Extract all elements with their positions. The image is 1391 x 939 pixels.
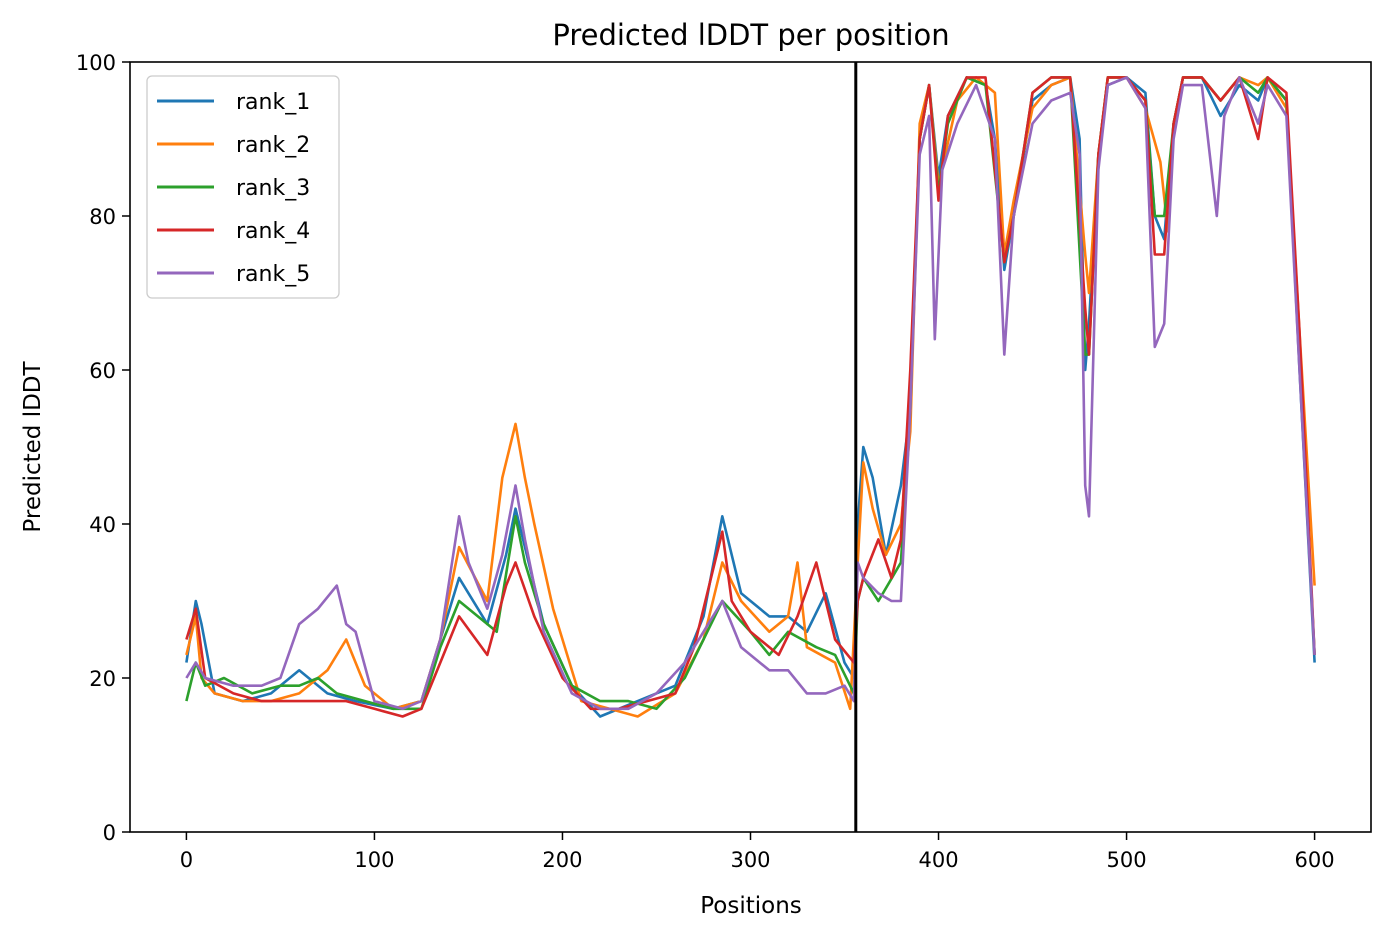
series-line-rank-1 xyxy=(185,76,1316,718)
x-tick-label: 600 xyxy=(1295,848,1335,872)
y-tick-label: 60 xyxy=(89,359,116,383)
x-tick-label: 100 xyxy=(354,848,394,872)
x-tick-label: 200 xyxy=(542,848,582,872)
legend-label: rank_3 xyxy=(236,176,310,201)
y-tick-label: 40 xyxy=(89,513,116,537)
plot-area xyxy=(129,61,1372,833)
legend-label: rank_2 xyxy=(236,133,310,158)
series-layer xyxy=(185,76,1316,718)
x-tick-label: 400 xyxy=(918,848,958,872)
y-axis-label: Predicted lDDT xyxy=(20,360,46,532)
series-line-rank-3 xyxy=(185,76,1316,711)
x-tick-label: 500 xyxy=(1107,848,1147,872)
legend-label: rank_5 xyxy=(236,262,310,287)
y-tick-label: 0 xyxy=(103,821,116,845)
series-line-rank-4 xyxy=(185,76,1316,718)
legend: rank_1 rank_2 rank_3 rank_4 rank_5 xyxy=(146,75,340,299)
x-axis-label: Positions xyxy=(700,893,802,919)
y-axis: 0 20 40 60 80 100 xyxy=(76,51,130,845)
series-line-rank-2 xyxy=(185,76,1316,718)
chart-title: Predicted lDDT per position xyxy=(552,18,949,52)
legend-label: rank_4 xyxy=(236,219,310,244)
y-tick-label: 80 xyxy=(89,205,116,229)
y-tick-label: 20 xyxy=(89,667,116,691)
y-tick-label: 100 xyxy=(76,51,116,75)
x-axis: 0 100 200 300 400 500 600 xyxy=(180,832,1335,872)
x-tick-label: 300 xyxy=(730,848,770,872)
x-tick-label: 0 xyxy=(180,848,193,872)
series-line-rank-5 xyxy=(185,76,1316,711)
legend-box xyxy=(146,75,340,299)
legend-label: rank_1 xyxy=(236,90,310,115)
